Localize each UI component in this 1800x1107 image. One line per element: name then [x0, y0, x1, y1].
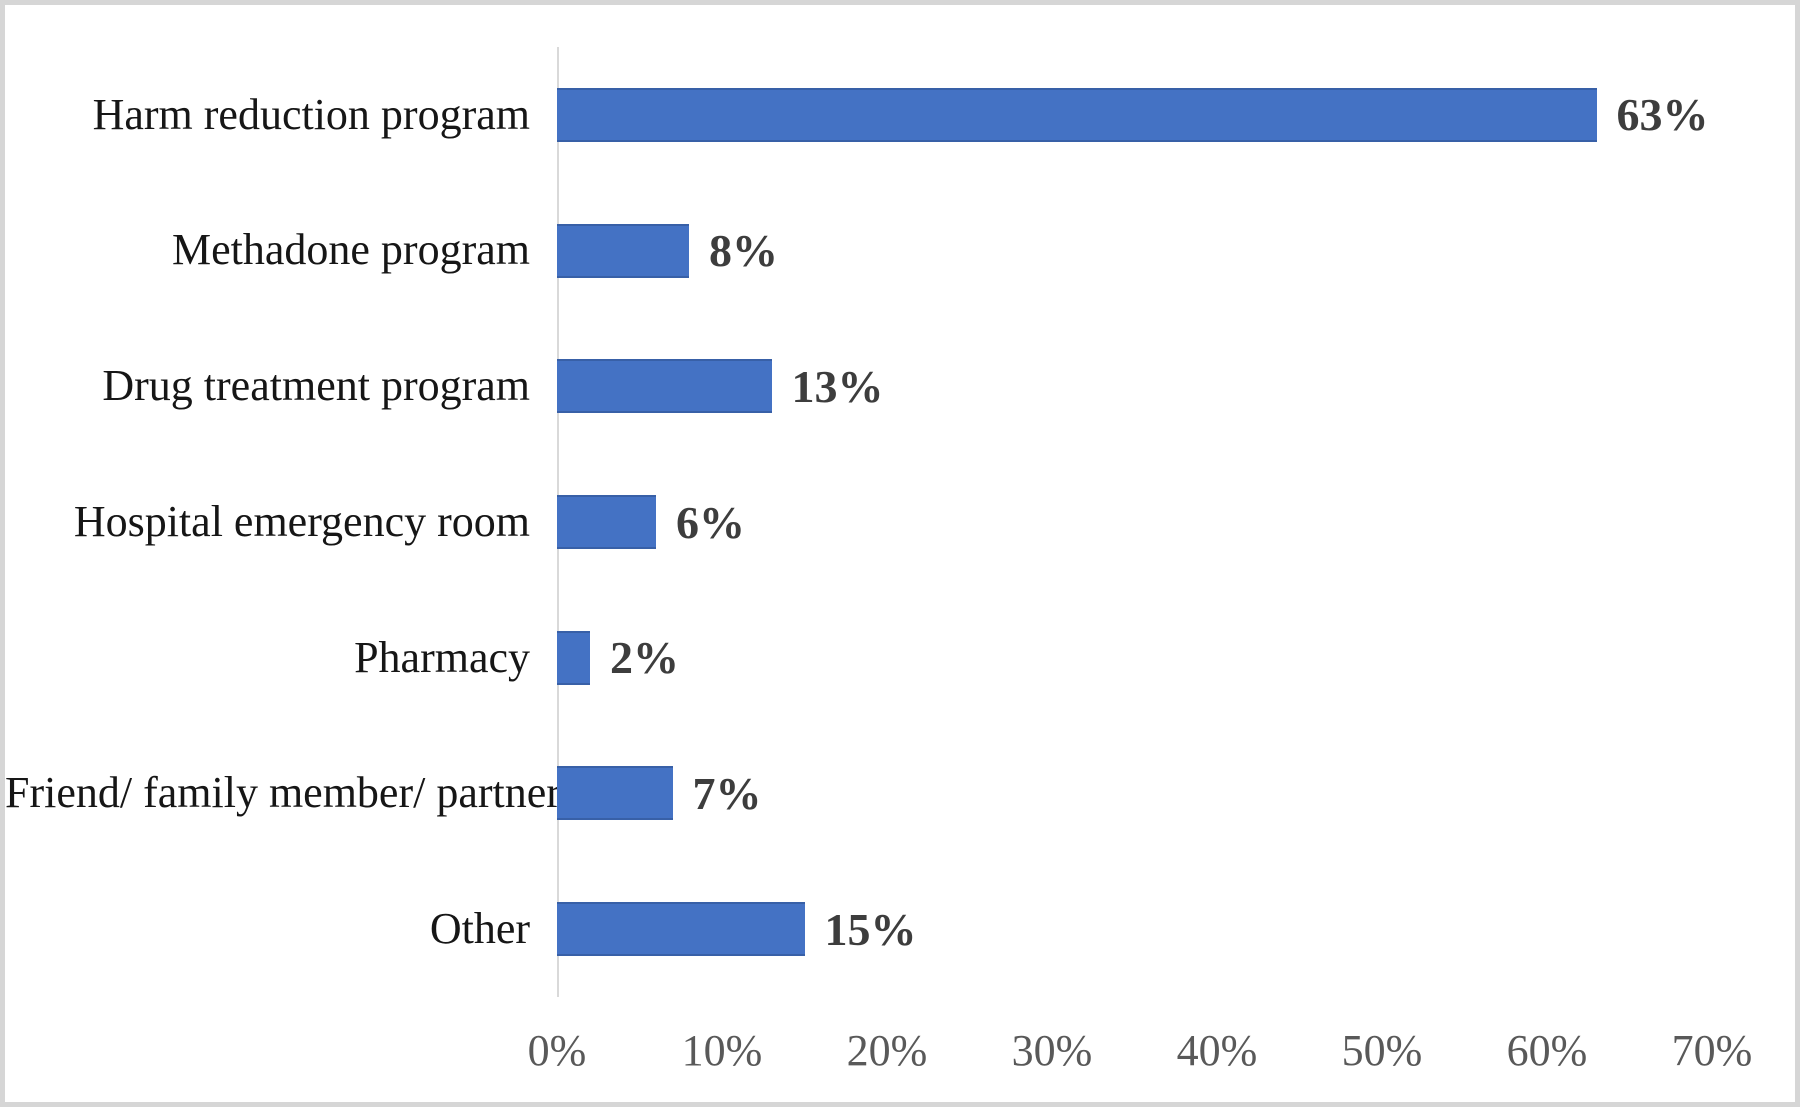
chart-row: Other 15%	[5, 861, 1795, 997]
chart-row: Friend/ family member/ partner 7%	[5, 726, 1795, 862]
bar	[557, 766, 673, 821]
chart-row: Methadone program 8%	[5, 183, 1795, 319]
x-tick-label: 40%	[1176, 1026, 1258, 1075]
x-tick-label: 10%	[681, 1026, 763, 1075]
x-tick-label: 30%	[1011, 1026, 1093, 1075]
x-tick-label: 50%	[1341, 1026, 1423, 1075]
bar-track: 2%	[557, 590, 1717, 726]
category-label: Pharmacy	[354, 632, 530, 682]
bar	[557, 630, 590, 685]
value-label: 7%	[692, 767, 762, 819]
chart-rows: Harm reduction program 63% Methadone pro…	[5, 47, 1795, 997]
category-label: Hospital emergency room	[73, 496, 530, 546]
value-label: 6%	[676, 496, 745, 548]
bar	[557, 902, 805, 957]
category-label: Harm reduction program	[92, 89, 530, 139]
x-tick-label: 60%	[1506, 1026, 1588, 1075]
bar	[557, 359, 772, 414]
category-label: Drug treatment program	[102, 361, 530, 411]
value-label: 13%	[791, 360, 884, 412]
category-label: Friend/ family member/ partner	[5, 768, 561, 818]
bar-track: 6%	[557, 454, 1717, 590]
value-label: 8%	[709, 225, 778, 277]
bar	[557, 87, 1597, 142]
x-tick-label: 0%	[527, 1026, 587, 1075]
chart-row: Harm reduction program 63%	[5, 47, 1795, 183]
chart-row: Pharmacy 2%	[5, 590, 1795, 726]
chart-row: Drug treatment program 13%	[5, 318, 1795, 454]
bar	[557, 495, 656, 550]
x-tick-label: 20%	[846, 1026, 928, 1075]
x-tick-label: 70%	[1671, 1026, 1753, 1075]
bar-track: 7%	[557, 726, 1717, 862]
value-label: 2%	[610, 632, 679, 684]
category-label: Methadone program	[172, 225, 530, 275]
bar-track: 15%	[557, 861, 1717, 997]
bar-track: 63%	[557, 47, 1717, 183]
value-label: 15%	[824, 903, 917, 955]
x-axis: 0% 10% 20% 30% 40% 50% 60% 70%	[5, 1017, 1795, 1087]
bar-track: 8%	[557, 183, 1717, 319]
value-label: 63%	[1616, 89, 1709, 141]
bar-track: 13%	[557, 318, 1717, 454]
chart-row: Hospital emergency room 6%	[5, 454, 1795, 590]
category-label: Other	[429, 903, 530, 953]
bar	[557, 223, 689, 278]
